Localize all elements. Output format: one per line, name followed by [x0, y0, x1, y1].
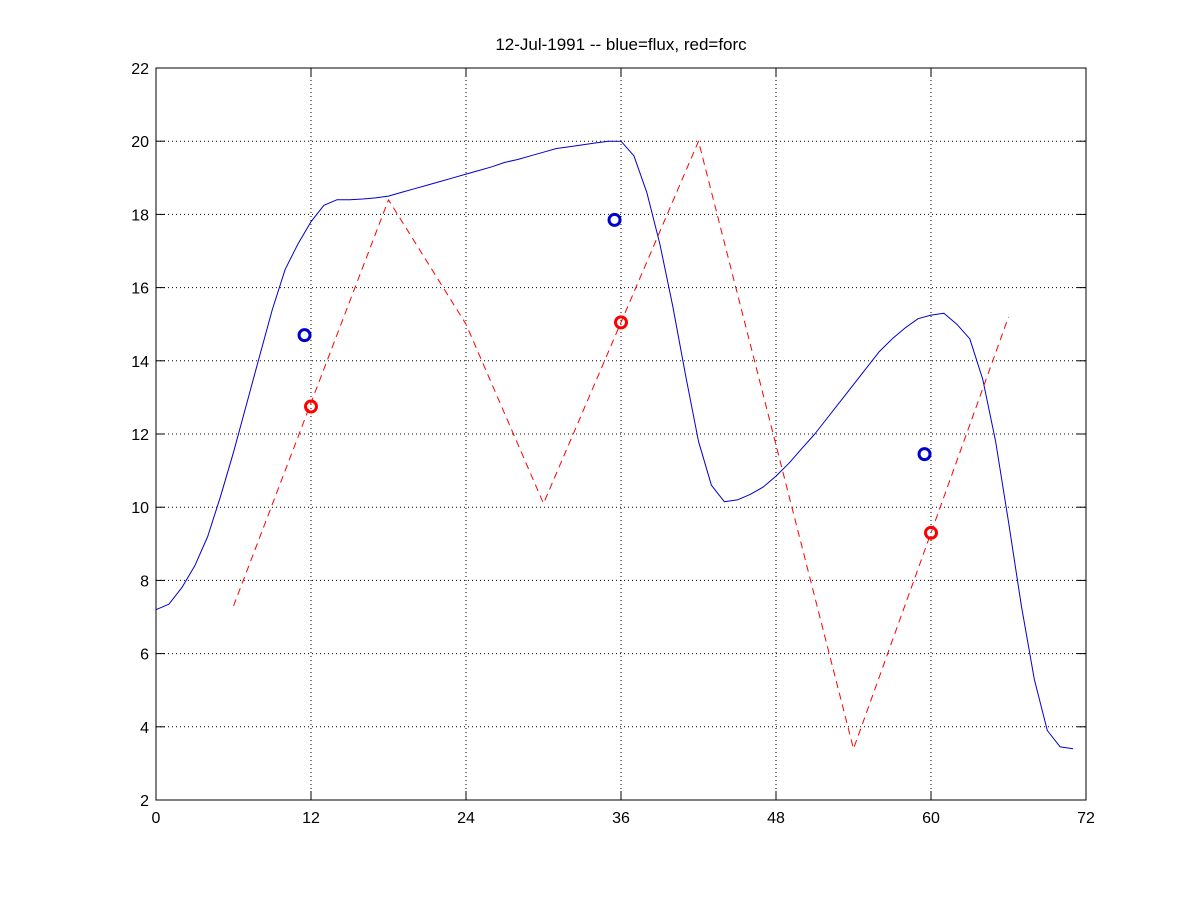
- x-tick-label: 36: [612, 810, 630, 827]
- y-tick-label: 6: [140, 647, 149, 664]
- marker-point: [924, 525, 938, 540]
- x-tick-labels: 0 12 24 36 48 60 72: [152, 810, 1095, 827]
- y-tick-label: 10: [131, 500, 149, 517]
- chart-title: 12-Jul-1991 -- blue=flux, red=forc: [495, 35, 747, 54]
- y-tick-label: 8: [140, 573, 149, 590]
- series-line: [155, 140, 1074, 750]
- series-0-solid-line: [155, 140, 1074, 750]
- x-tick-label: 48: [767, 810, 785, 827]
- series-3-circle-markers: [304, 315, 938, 540]
- marker-point: [297, 328, 312, 343]
- y-tick-label: 12: [131, 427, 149, 444]
- marker-point: [614, 315, 628, 330]
- marker-point: [607, 212, 622, 227]
- marker-point: [917, 447, 932, 462]
- series-2-circle-markers: [297, 212, 932, 462]
- series-line: [233, 140, 1009, 750]
- series-layer: [155, 140, 1074, 750]
- y-tick-label: 2: [140, 793, 149, 810]
- y-tick-label: 16: [131, 281, 149, 298]
- y-tick-label: 14: [131, 354, 149, 371]
- y-tick-label: 22: [131, 61, 149, 78]
- marker-point: [304, 399, 318, 414]
- y-tick-label: 18: [131, 207, 149, 224]
- x-tick-label: 12: [302, 810, 320, 827]
- y-tick-labels: 2 4 6 8 10 12 14 16 18 20 22: [131, 61, 149, 810]
- x-tick-label: 60: [922, 810, 940, 827]
- y-tick-label: 4: [140, 720, 149, 737]
- y-tick-label: 20: [131, 134, 149, 151]
- x-tick-label: 24: [457, 810, 475, 827]
- x-tick-label: 0: [152, 810, 161, 827]
- x-tick-label: 72: [1077, 810, 1095, 827]
- series-1-dashed-line: [233, 140, 1009, 750]
- tick-marks: [155, 67, 1087, 801]
